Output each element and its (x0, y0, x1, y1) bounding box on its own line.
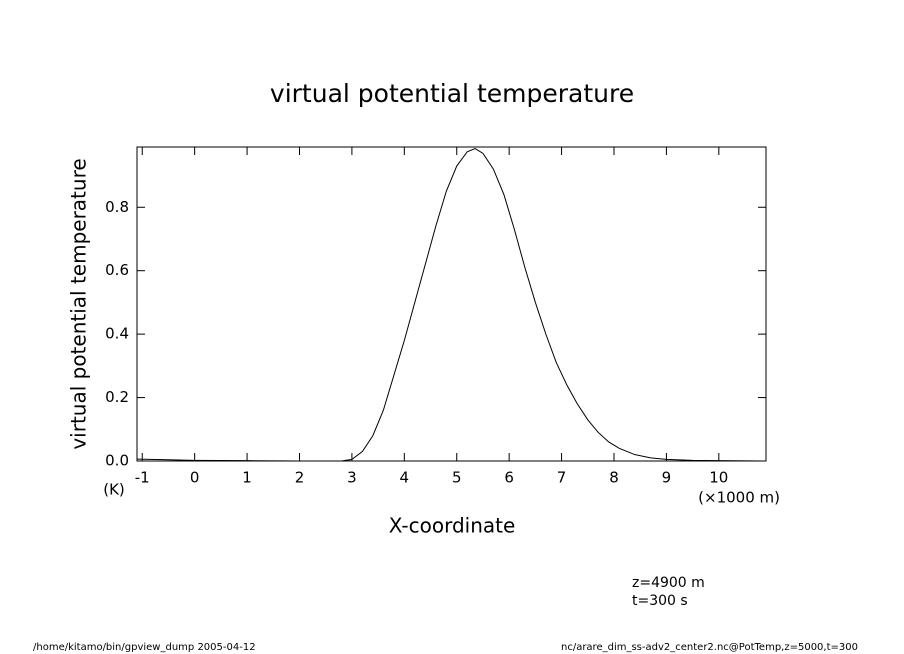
x-axis-unit: (×1000 m) (698, 489, 780, 507)
y-tick-label: 0.2 (105, 388, 129, 406)
y-axis-label: virtual potential temperature (67, 158, 91, 449)
footer-right: nc/arare_dim_ss-adv2_center2.nc@PotTemp,… (561, 642, 858, 653)
x-tick-label: 2 (295, 469, 305, 487)
chart-title: virtual potential temperature (270, 79, 634, 108)
x-tick-label: 1 (242, 469, 252, 487)
x-tick-label: 5 (452, 469, 462, 487)
x-tick-label: 0 (190, 469, 200, 487)
x-tick-label: 10 (709, 469, 728, 487)
footer-left: /home/kitamo/bin/gpview_dump 2005-04-12 (33, 642, 256, 653)
x-axis-label: X-coordinate (389, 514, 516, 538)
x-tick-label: 9 (662, 469, 672, 487)
y-tick-label: 0.0 (105, 452, 129, 470)
y-tick-label: 0.4 (105, 325, 129, 343)
x-tick-label: 4 (400, 469, 410, 487)
y-axis-unit: (K) (103, 481, 125, 499)
data-line (136, 148, 767, 462)
x-tick-label: 3 (347, 469, 357, 487)
y-tick-label: 0.8 (105, 198, 129, 216)
x-tick-label: -1 (135, 469, 150, 487)
x-tick-label: 6 (504, 469, 514, 487)
annotation: z=4900 m (632, 575, 705, 591)
x-tick-label: 8 (609, 469, 619, 487)
y-tick-label: 0.6 (105, 261, 129, 279)
plot-frame (136, 146, 767, 462)
x-tick-label: 7 (557, 469, 567, 487)
annotation: t=300 s (632, 593, 688, 609)
